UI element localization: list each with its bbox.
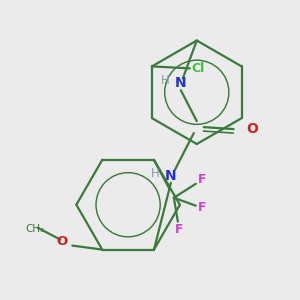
Text: F: F (197, 201, 206, 214)
Text: F: F (175, 223, 183, 236)
Text: Cl: Cl (192, 62, 205, 75)
Text: N: N (175, 76, 187, 90)
Text: F: F (197, 173, 206, 186)
Text: N: N (165, 169, 177, 183)
Text: H: H (160, 74, 169, 87)
Text: CH₃: CH₃ (25, 224, 44, 234)
Text: O: O (247, 122, 258, 136)
Text: O: O (56, 235, 68, 248)
Text: H: H (151, 167, 159, 180)
